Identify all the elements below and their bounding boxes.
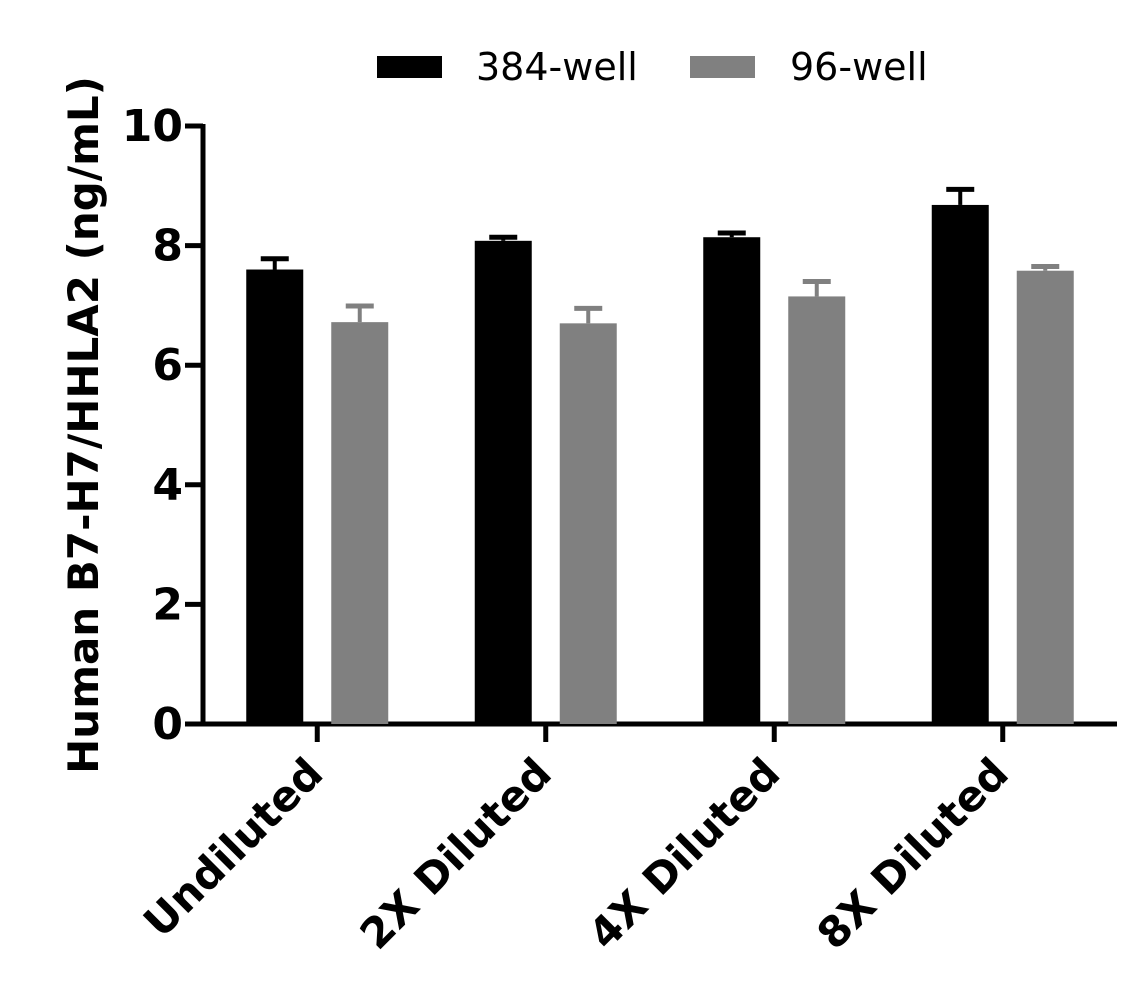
y-tick-label: 4 xyxy=(152,460,183,511)
x-category-label: 2X Diluted xyxy=(351,748,561,958)
x-category-label: Undiluted xyxy=(134,748,332,946)
bar-384-well xyxy=(246,269,304,724)
legend-label: 96-well xyxy=(790,45,928,89)
bars xyxy=(246,186,1074,725)
y-tick-label: 0 xyxy=(152,699,183,750)
x-category-label: 4X Diluted xyxy=(579,748,789,958)
bar-96-well xyxy=(1016,270,1074,724)
bar-384-well xyxy=(931,204,989,724)
legend-swatch xyxy=(377,56,442,78)
x-category-label: 8X Diluted xyxy=(808,748,1018,958)
y-axis-title: Human B7-H7/HHLA2 (ng/mL) xyxy=(59,76,108,774)
legend-swatch xyxy=(690,56,755,78)
bar-96-well xyxy=(559,323,617,724)
y-tick-label: 2 xyxy=(152,579,183,630)
bar-384-well xyxy=(474,240,532,725)
y-tick-label: 10 xyxy=(122,101,183,152)
legend-label: 384-well xyxy=(476,45,638,89)
bar-96-well xyxy=(331,322,389,724)
bar-96-well xyxy=(788,296,846,724)
legend: 384-well 96-well xyxy=(377,45,928,89)
bar-384-well xyxy=(703,237,761,724)
y-tick-label: 8 xyxy=(152,221,183,272)
y-tick-label: 6 xyxy=(152,340,183,391)
